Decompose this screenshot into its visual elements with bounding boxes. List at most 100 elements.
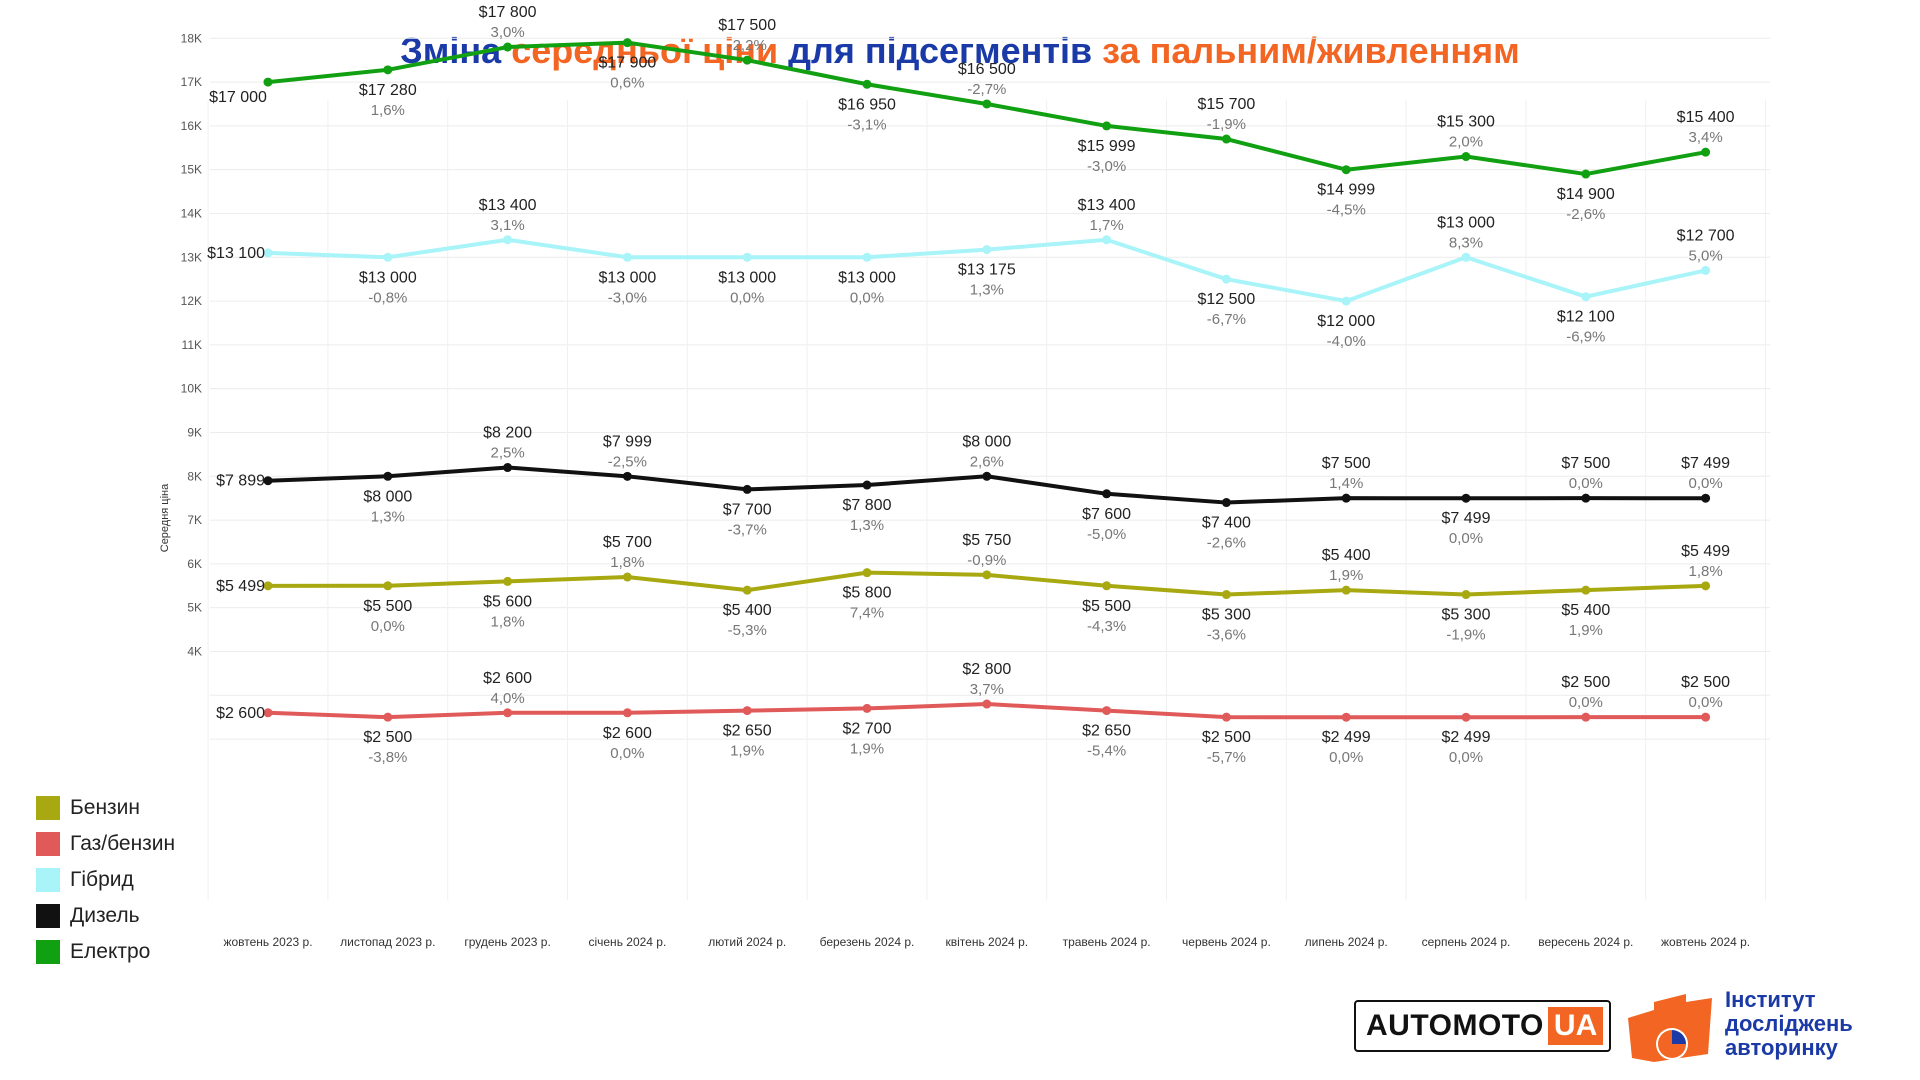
change-label: -6,7% [1207,311,1246,328]
value-label: $5 499 [1681,543,1730,560]
legend-item: Дизель [36,898,175,934]
value-label: $5 300 [1442,607,1491,624]
title-part-4: за пальним/живленням [1102,30,1520,71]
change-label: 1,3% [850,517,884,534]
change-label: 1,9% [1569,622,1603,639]
data-point [383,65,393,75]
x-tick-label: січень 2024 р. [588,935,666,949]
value-label: $16 950 [838,96,896,113]
data-point [1701,581,1711,591]
data-point [1461,590,1471,600]
x-tick-label: вересень 2024 р. [1538,935,1633,949]
y-tick-label: 4K [187,644,202,658]
value-label: $7 499 [1681,455,1730,472]
change-label: -3,6% [1207,627,1246,644]
value-label: $5 300 [1202,607,1251,624]
data-point [1341,296,1351,306]
change-label: 0,0% [610,745,644,762]
institute-logo-icon [1628,994,1712,1062]
change-label: 1,9% [1329,567,1363,584]
change-label: 0,0% [371,618,405,635]
value-label: $13 400 [479,197,537,214]
change-label: 0,0% [1329,749,1363,766]
legend-swatch [36,904,60,928]
value-label: $17 500 [718,17,776,34]
change-label: -6,9% [1566,329,1605,346]
change-label: 1,6% [371,102,405,119]
legend-item: Газ/бензин [36,826,175,862]
y-tick-label: 9K [187,425,202,439]
change-label: -1,9% [1207,116,1246,133]
value-label: $15 300 [1437,114,1495,131]
change-label: 0,0% [1569,475,1603,492]
data-point [982,471,992,481]
data-point [742,252,752,262]
data-point [862,252,872,262]
data-point [1221,590,1231,600]
value-label: $7 800 [843,497,892,514]
data-point [1221,134,1231,144]
value-label: $8 000 [363,488,412,505]
change-label: -3,0% [1087,158,1126,175]
data-point [622,471,632,481]
y-tick-label: 7K [187,513,202,527]
x-tick-label: жовтень 2023 р. [223,935,312,949]
value-label: $5 400 [1322,547,1371,564]
data-point [862,568,872,578]
data-point [263,708,273,718]
value-label: $17 800 [479,4,537,21]
change-label: -3,8% [368,749,407,766]
value-label: $16 500 [958,61,1016,78]
change-label: 0,0% [1688,475,1722,492]
change-label: -2,2% [728,37,767,54]
change-label: -5,4% [1087,743,1126,760]
value-label: $7 500 [1561,455,1610,472]
change-label: 0,6% [610,75,644,92]
data-point [383,581,393,591]
data-point [1341,165,1351,175]
legend-label: Бензин [70,796,141,819]
change-label: 1,3% [371,508,405,525]
data-point [622,572,632,582]
x-tick-label: жовтень 2024 р. [1661,935,1750,949]
institute-logo-line-3: авторинку [1725,1035,1838,1060]
data-point [503,235,513,245]
value-label: $8 200 [483,425,532,442]
change-label: -5,0% [1087,526,1126,543]
value-label: $2 600 [603,725,652,742]
y-axis: 4K 5K 6K 7K 8K 9K 10K 11K 12K 13K 14K 15K 16K 17K 18K [181,31,202,658]
x-tick-label: червень 2024 р. [1182,935,1271,949]
data-point [1701,493,1711,503]
automoto-logo: AUTOMOTO UA [1354,1000,1612,1052]
value-label: $2 600 [216,705,265,722]
data-point [742,706,752,716]
change-label: -3,1% [847,116,886,133]
x-tick-label: грудень 2023 р. [464,935,550,949]
change-label: 1,3% [970,282,1004,299]
legend-swatch [36,832,60,856]
data-point [1701,147,1711,157]
change-label: -2,6% [1566,206,1605,223]
data-point [1221,274,1231,284]
data-point [1461,493,1471,503]
change-label: 2,5% [490,445,524,462]
value-label: $5 400 [723,602,772,619]
change-label: -1,9% [1446,627,1485,644]
value-label: $5 500 [1082,598,1131,615]
y-tick-label: 13K [181,250,202,264]
legend-item: Електро [36,934,175,970]
data-point [742,585,752,595]
change-label: 1,8% [1688,563,1722,580]
series-lines [263,38,1711,722]
value-label: $5 700 [603,534,652,551]
data-point [982,99,992,109]
value-label: $12 100 [1557,309,1615,326]
legend-label: Газ/бензин [70,832,176,855]
x-tick-label: лютий 2024 р. [708,935,786,949]
value-label: $14 999 [1317,182,1375,199]
data-point [263,581,273,591]
value-label: $5 800 [843,585,892,602]
value-label: $12 000 [1317,313,1375,330]
data-point [1102,489,1112,499]
